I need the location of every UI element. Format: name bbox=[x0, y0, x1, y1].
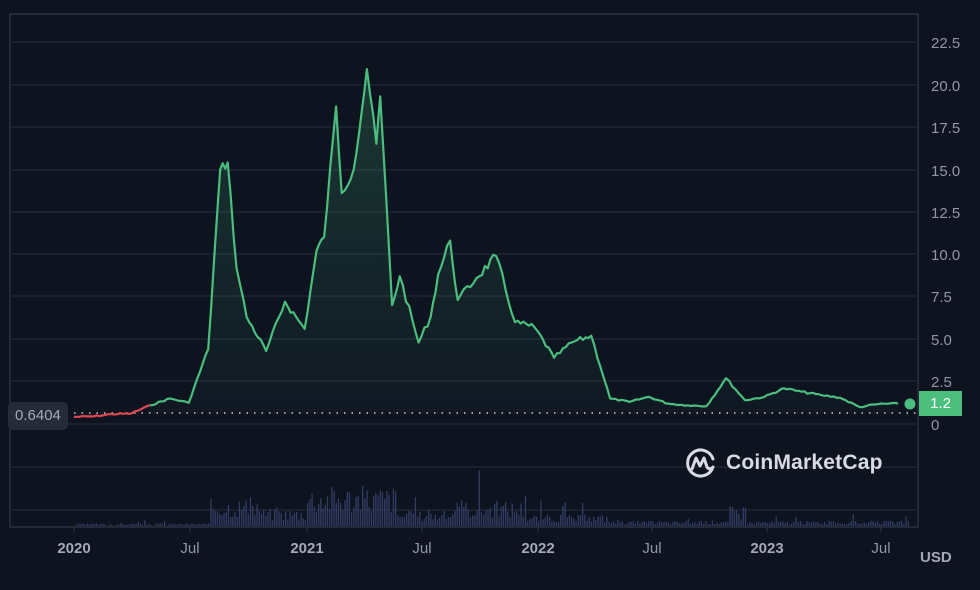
price-area-fill bbox=[150, 69, 898, 413]
watermark-text: CoinMarketCap bbox=[726, 451, 883, 474]
price-line-below-start bbox=[73, 404, 151, 418]
current-price-dot[interactable] bbox=[904, 398, 916, 410]
plot-frame bbox=[9, 13, 919, 528]
y-axis: 22.5 20.0 17.5 15.0 12.5 10.0 7.5 5.0 2.… bbox=[931, 35, 960, 434]
y-tick-label: 2.5 bbox=[931, 374, 952, 391]
x-tick-label: Jul bbox=[642, 540, 661, 557]
x-tick-label: 2023 bbox=[750, 540, 783, 557]
x-tick-label: 2022 bbox=[521, 540, 554, 557]
currency-label: USD bbox=[920, 549, 952, 566]
y-tick-label: 15.0 bbox=[931, 163, 960, 180]
y-tick-label: 7.5 bbox=[931, 289, 952, 306]
current-price-badge: 1.2 bbox=[919, 391, 962, 416]
coinmarketcap-logo-icon bbox=[686, 448, 715, 478]
x-axis: 2020 Jul 2021 Jul 2022 Jul 2023 Jul bbox=[57, 540, 890, 557]
x-tick-label: Jul bbox=[871, 540, 890, 557]
x-tick-marks bbox=[73, 527, 882, 532]
x-tick-label: 2020 bbox=[57, 540, 90, 557]
x-tick-label: Jul bbox=[180, 540, 199, 557]
y-tick-label: 17.5 bbox=[931, 120, 960, 137]
y-tick-label: 5.0 bbox=[931, 332, 952, 349]
price-line-above-start bbox=[150, 68, 899, 409]
y-tick-label: 20.0 bbox=[931, 78, 960, 95]
volume-bars bbox=[76, 470, 909, 526]
x-tick-label: 2021 bbox=[290, 540, 323, 557]
gridlines bbox=[10, 41, 918, 511]
x-tick-label: Jul bbox=[412, 540, 431, 557]
y-tick-label: 10.0 bbox=[931, 247, 960, 264]
y-tick-label: 22.5 bbox=[931, 35, 960, 52]
y-tick-label: 0 bbox=[931, 417, 939, 434]
start-price-badge: 0.6404 bbox=[8, 402, 68, 430]
coinmarketcap-watermark: CoinMarketCap bbox=[684, 446, 883, 480]
y-tick-label: 12.5 bbox=[931, 205, 960, 222]
